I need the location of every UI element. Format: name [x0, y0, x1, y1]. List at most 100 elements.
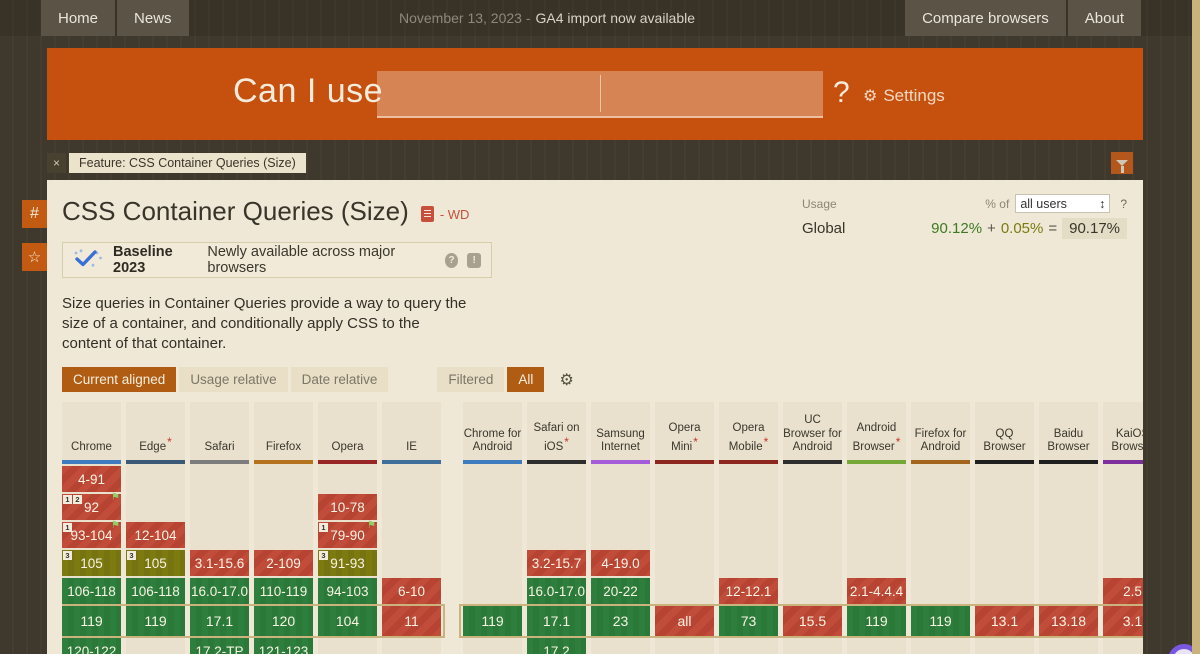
support-cell-chrome-for-android-119[interactable]: 119 [463, 606, 522, 636]
support-cell-opera-mobile-73[interactable]: 73 [719, 606, 778, 636]
filter-all-button[interactable]: All [507, 367, 545, 392]
search-segment-right[interactable] [601, 71, 824, 116]
support-cell-chrome-4-91[interactable]: 4-91 [62, 466, 121, 492]
support-cell-opera-mini-all[interactable]: all [655, 606, 714, 636]
filter-button[interactable] [1111, 152, 1133, 174]
support-cell-chrome-119[interactable]: 119 [62, 606, 121, 636]
support-cell-baidu-browser-13-18[interactable]: 13.18 [1039, 606, 1098, 636]
browser-column-baidu-browser[interactable]: Baidu Browser [1039, 402, 1098, 464]
support-cell-safari-on-ios-16-0-17-0[interactable]: 16.0-17.0 [527, 578, 586, 604]
support-cell-firefox-121-123[interactable]: 121-123 [254, 638, 313, 654]
support-cell-safari-17-1[interactable]: 17.1 [190, 606, 249, 636]
support-cell-chrome-105[interactable]: 105 3 [62, 550, 121, 576]
support-cell-kaios-browser-2-5[interactable]: 2.5 [1103, 578, 1143, 604]
usage-region: Global [802, 220, 846, 237]
favorite-button[interactable]: ☆ [22, 243, 47, 271]
browser-column-opera[interactable]: Opera [318, 402, 377, 464]
announcement-text: GA4 import now available [535, 10, 696, 26]
browser-color-bar [1103, 460, 1143, 464]
support-cell-ie-6-10[interactable]: 6-10 [382, 578, 441, 604]
support-cell-chrome-93-104[interactable]: 93-104 1 ⚑ [62, 521, 121, 548]
support-cell-firefox-110-119[interactable]: 110-119 [254, 578, 313, 604]
support-cell-firefox-120[interactable]: 120 [254, 606, 313, 636]
support-cell-ie-11[interactable]: 11 [382, 606, 441, 636]
browser-column-kaios-browser[interactable]: KaiOS Browser [1103, 402, 1143, 464]
support-cell-safari-3-1-15-6[interactable]: 3.1-15.6 [190, 550, 249, 576]
browser-column-chrome-for-android[interactable]: Chrome for Android [463, 402, 522, 464]
version-range: 105 [80, 555, 103, 571]
support-cell-android-browser-119[interactable]: 119 [847, 606, 906, 636]
support-cell-edge-106-118[interactable]: 106-118 [126, 578, 185, 604]
search-segment-left[interactable] [377, 71, 600, 116]
support-cell-safari-17-2-tp[interactable]: 17.2-TP [190, 638, 249, 654]
announcement[interactable]: November 13, 2023 - GA4 import now avail… [399, 0, 695, 36]
support-cell-safari-on-ios-17-2[interactable]: 17.2 [527, 638, 586, 654]
baseline-help-icon[interactable]: ? [444, 252, 459, 268]
baseline-feedback-icon[interactable]: ! [467, 252, 481, 268]
support-cell-edge-12-104[interactable]: 12-104 [126, 522, 185, 548]
browser-column-android-browser[interactable]: Android Browser* [847, 402, 906, 464]
usage-select[interactable]: all users ↕ [1015, 194, 1111, 213]
usage-help-icon[interactable]: ? [1120, 196, 1127, 211]
table-settings-gear-icon[interactable]: ⚙ [559, 371, 574, 389]
support-cell-android-browser-2-1-4-4-4[interactable]: 2.1-4.4.4 [847, 578, 906, 604]
support-cell-opera-104[interactable]: 104 [318, 606, 377, 636]
browser-column-firefox-for-android[interactable]: Firefox for Android [911, 402, 970, 464]
support-cell-safari-on-ios-17-1[interactable]: 17.1 [527, 606, 586, 636]
browser-column-chrome[interactable]: Chrome [62, 402, 121, 464]
remove-feature-filter-button[interactable]: × [47, 153, 66, 173]
browser-column-ie[interactable]: IE [382, 402, 441, 464]
view-usage-relative-button[interactable]: Usage relative [179, 367, 288, 392]
support-cell-qq-browser-13-1[interactable]: 13.1 [975, 606, 1034, 636]
settings-button[interactable]: ⚙ Settings [863, 86, 945, 106]
support-cell-safari-16-0-17-0[interactable]: 16.0-17.0 [190, 578, 249, 604]
browser-column-opera-mobile[interactable]: Opera Mobile* [719, 402, 778, 464]
support-cell-kaios-browser-3-1[interactable]: 3.1 [1103, 606, 1143, 636]
site-logo[interactable]: Can I use [233, 72, 384, 110]
usage-controls: % of all users ↕ ? [985, 194, 1127, 213]
browser-name: Chrome for Android [463, 427, 522, 454]
browser-column-opera-mini[interactable]: Opera Mini* [655, 402, 714, 464]
support-cell-opera-10-78[interactable]: 10-78 [318, 494, 377, 520]
permalink-button[interactable]: # [22, 200, 47, 228]
browser-column-qq-browser[interactable]: QQ Browser [975, 402, 1034, 464]
support-cell-opera-91-93[interactable]: 91-93 3 [318, 550, 377, 576]
topbar-tab-news[interactable]: News [117, 0, 189, 36]
browser-column-safari[interactable]: Safari [190, 402, 249, 464]
filter-filtered-button[interactable]: Filtered [437, 367, 505, 392]
support-cell-samsung-internet-20-22[interactable]: 20-22 [591, 578, 650, 604]
browser-column-uc-browser-for-android[interactable]: UC Browser for Android [783, 402, 842, 464]
spec-status[interactable]: - WD [439, 207, 470, 222]
browser-column-safari-on-ios[interactable]: Safari on iOS* [527, 402, 586, 464]
support-cell-chrome-92[interactable]: 92 1 2 ⚑ [62, 492, 121, 520]
browser-color-bar [975, 460, 1034, 464]
support-cell-firefox-2-109[interactable]: 2-109 [254, 550, 313, 576]
version-range: 121-123 [258, 643, 309, 654]
support-cell-firefox-for-android-119[interactable]: 119 [911, 606, 970, 636]
support-cell-samsung-internet-23[interactable]: 23 [591, 606, 650, 636]
support-cell-chrome-120-122[interactable]: 120-122 [62, 638, 121, 654]
feature-search-input[interactable] [377, 71, 823, 118]
browser-column-edge[interactable]: Edge* [126, 402, 185, 464]
support-cell-chrome-106-118[interactable]: 106-118 [62, 578, 121, 604]
support-cell-samsung-internet-4-19-0[interactable]: 4-19.0 [591, 550, 650, 576]
topbar-tab-compare-browsers[interactable]: Compare browsers [905, 0, 1066, 36]
version-range: 120 [271, 613, 296, 629]
page-scrollbar[interactable] [1192, 0, 1200, 654]
support-cell-uc-browser-for-android-15-5[interactable]: 15.5 [783, 606, 842, 636]
support-cell-safari-on-ios-3-2-15-7[interactable]: 3.2-15.7 [527, 550, 586, 576]
browser-column-samsung-internet[interactable]: Samsung Internet [591, 402, 650, 464]
flag-icon: ⚑ [111, 492, 120, 503]
support-cell-edge-119[interactable]: 119 [126, 606, 185, 636]
desktop-table-header: Chrome Edge* Safari Firefox Opera IE [62, 402, 441, 464]
view-date-relative-button[interactable]: Date relative [290, 367, 389, 392]
browser-column-firefox[interactable]: Firefox [254, 402, 313, 464]
support-cell-edge-105[interactable]: 105 3 [126, 550, 185, 576]
spec-document-icon[interactable] [420, 205, 434, 222]
support-cell-opera-94-103[interactable]: 94-103 [318, 578, 377, 604]
view-current-aligned-button[interactable]: Current aligned [62, 367, 177, 392]
topbar-tab-home[interactable]: Home [41, 0, 116, 36]
support-cell-opera-mobile-12-12-1[interactable]: 12-12.1 [719, 578, 778, 604]
support-cell-opera-79-90[interactable]: 79-90 1 ⚑ [318, 521, 377, 548]
topbar-tab-about[interactable]: About [1067, 0, 1141, 36]
